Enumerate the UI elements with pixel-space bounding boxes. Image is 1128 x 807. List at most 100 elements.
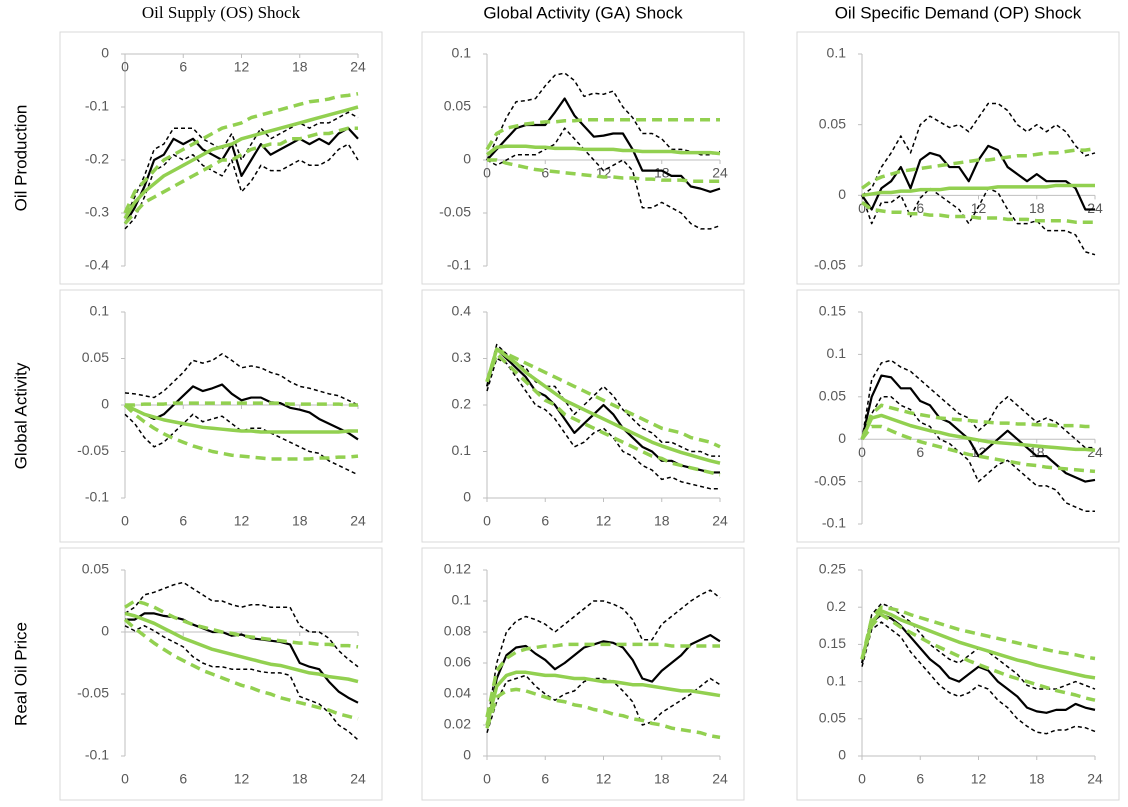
x-tick-label: 6	[916, 444, 924, 460]
y-tick-label: 0.2	[827, 598, 847, 614]
y-tick-label: 0.05	[819, 710, 846, 726]
y-tick-label: 0.1	[827, 45, 847, 61]
row-title: Global Activity	[11, 362, 30, 469]
series-line	[485, 352, 721, 477]
x-tick-label: 24	[350, 59, 366, 75]
x-tick-label: 24	[350, 513, 366, 529]
y-tick-label: 0.3	[452, 349, 472, 365]
y-tick-label: 0.05	[444, 98, 471, 114]
series-line	[125, 612, 359, 704]
panel	[421, 31, 745, 285]
x-tick-label: 0	[858, 771, 866, 787]
x-tick-label: 24	[1087, 200, 1103, 216]
x-tick-label: 6	[541, 513, 549, 529]
y-tick-label: -0.1	[447, 257, 471, 273]
x-tick-label: 12	[971, 771, 987, 787]
y-tick-label: 0	[838, 430, 846, 446]
series-line	[486, 72, 721, 161]
x-tick-label: 12	[234, 59, 250, 75]
y-tick-label: -0.1	[85, 747, 109, 763]
y-tick-label: -0.2	[85, 151, 109, 167]
y-tick-label: -0.1	[85, 98, 109, 114]
series-line	[485, 634, 721, 729]
panel	[421, 547, 745, 801]
x-tick-label: 18	[654, 513, 670, 529]
y-tick-label: 0.05	[82, 561, 109, 577]
x-tick-label: 0	[121, 59, 129, 75]
series-line	[125, 401, 358, 407]
y-tick-label: 0	[838, 747, 846, 763]
y-tick-label: -0.05	[814, 472, 846, 488]
series-line	[485, 347, 721, 449]
x-tick-label: 0	[483, 771, 491, 787]
x-tick-label: 12	[234, 513, 250, 529]
y-tick-label: 0.2	[452, 396, 472, 412]
row-title: Real Oil Price	[11, 622, 30, 726]
y-tick-label: 0.15	[819, 303, 846, 319]
x-tick-label: 18	[654, 771, 670, 787]
x-tick-label: 6	[179, 771, 187, 787]
x-tick-label: 6	[541, 165, 549, 181]
y-tick-label: 0	[463, 747, 471, 763]
y-tick-label: -0.4	[85, 257, 109, 273]
y-tick-label: 0	[463, 151, 471, 167]
y-tick-label: 0	[101, 45, 109, 61]
x-tick-label: 18	[292, 771, 308, 787]
y-tick-label: 0.08	[444, 623, 471, 639]
series-line	[485, 117, 720, 151]
x-tick-label: 12	[971, 200, 987, 216]
series-line	[861, 359, 1095, 449]
series-line	[124, 581, 359, 668]
series-line	[861, 183, 1095, 198]
y-tick-label: 0.06	[444, 654, 471, 670]
y-tick-label: 0	[101, 623, 109, 639]
row-title: Oil Production	[11, 105, 30, 212]
series-line	[123, 126, 358, 225]
x-tick-label: 24	[1087, 771, 1103, 787]
x-tick-label: 0	[483, 165, 491, 181]
column-title: Global Activity (GA) Shock	[483, 3, 683, 22]
x-tick-label: 18	[1029, 200, 1045, 216]
series-line	[124, 403, 358, 434]
series-line	[486, 589, 721, 726]
y-tick-label: 0.04	[444, 685, 471, 701]
x-tick-label: 6	[541, 771, 549, 787]
series-line	[861, 102, 1096, 196]
series-line	[123, 105, 359, 220]
y-tick-label: -0.05	[77, 685, 109, 701]
y-tick-label: 0.1	[827, 672, 847, 688]
y-tick-label: -0.1	[85, 489, 109, 505]
x-tick-label: 6	[916, 771, 924, 787]
y-tick-label: 0.25	[819, 561, 846, 577]
panel	[59, 31, 383, 285]
y-tick-label: 0.4	[452, 303, 472, 319]
x-tick-label: 24	[350, 771, 366, 787]
y-tick-label: 0.1	[827, 345, 847, 361]
x-tick-label: 0	[483, 513, 491, 529]
column-title: Oil Specific Demand (OP) Shock	[835, 3, 1082, 22]
series-line	[861, 187, 1096, 256]
series-line	[485, 347, 721, 465]
series-line	[486, 343, 720, 457]
series-line	[124, 383, 359, 441]
x-tick-label: 0	[858, 444, 866, 460]
y-tick-label: -0.05	[77, 442, 109, 458]
series-line	[485, 687, 721, 740]
y-tick-label: 0.05	[82, 349, 109, 365]
series-line	[485, 144, 721, 157]
panel	[59, 547, 383, 801]
y-tick-label: -0.05	[439, 204, 471, 220]
y-tick-label: -0.05	[814, 257, 846, 273]
y-tick-label: 0	[463, 489, 471, 505]
series-line	[124, 111, 359, 219]
x-tick-label: 6	[179, 59, 187, 75]
series-line	[123, 92, 359, 214]
column-title: Oil Supply (OS) Shock	[142, 3, 301, 22]
x-tick-label: 6	[179, 513, 187, 529]
x-tick-label: 0	[858, 200, 866, 216]
x-tick-label: 24	[712, 165, 728, 181]
series-line	[485, 670, 721, 726]
y-tick-label: 0.05	[819, 115, 846, 131]
y-tick-label: 0.1	[452, 45, 472, 61]
y-tick-label: 0.12	[444, 561, 471, 577]
